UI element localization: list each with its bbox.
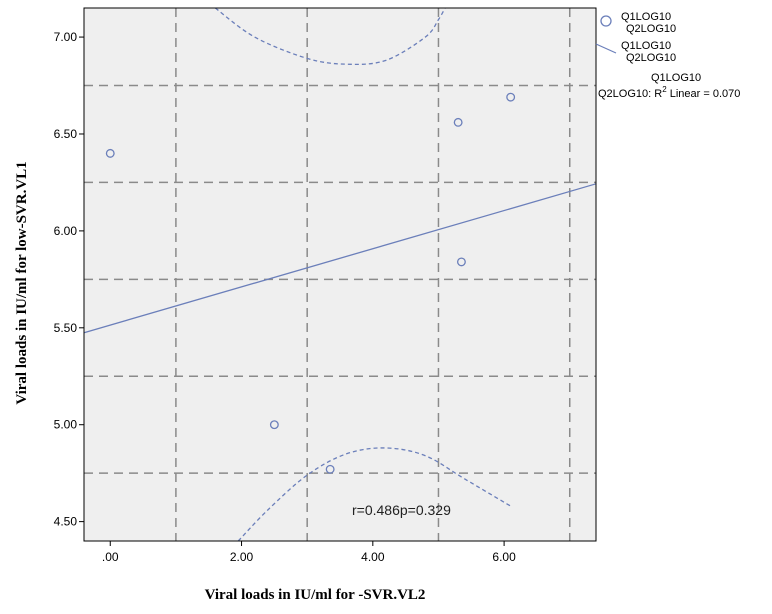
plot-frame — [83, 7, 597, 542]
legend-line-label-1: Q1LOG10 — [621, 40, 671, 52]
legend-line-marker — [595, 43, 617, 54]
data-point — [105, 148, 115, 158]
legend-scatter-marker — [600, 15, 612, 27]
data-point — [456, 257, 466, 267]
r2-prefix: Q2LOG10: R — [598, 88, 662, 100]
legend-scatter-label-2: Q2LOG10 — [626, 23, 676, 35]
x-tick-label: 6.00 — [492, 550, 516, 564]
regression-line — [83, 183, 597, 334]
y-tick-label: 5.50 — [54, 321, 78, 335]
y-tick-label: 5.00 — [54, 418, 78, 432]
x-tick-label: .00 — [102, 550, 119, 564]
y-tick-label: 4.50 — [54, 515, 78, 529]
legend-r2-label-2: Q2LOG10: R2 Linear = 0.070 — [598, 85, 740, 100]
y-axis-title: Viral loads in IU/ml for low-SVR.VL1 — [14, 161, 30, 404]
y-tick-label: 6.50 — [54, 127, 78, 141]
data-point — [506, 92, 516, 102]
y-tick-label: 6.00 — [54, 224, 78, 238]
x-axis-title: Viral loads in IU/ml for -SVR.VL2 — [205, 587, 426, 603]
r2-suffix: Linear = 0.070 — [667, 88, 741, 100]
confidence-bands — [214, 8, 511, 541]
legend-line-label-2: Q2LOG10 — [626, 52, 676, 64]
axes: 4.50 5.00 5.50 6.00 6.50 7.00 .00 2.00 4.00 6.00 — [54, 30, 516, 564]
data-points — [105, 92, 516, 474]
correlation-annotation: r=0.486p=0.329 — [352, 502, 451, 518]
lower-confidence-curve — [237, 447, 511, 541]
fit-line-group — [83, 183, 597, 334]
legend-scatter-label-1: Q1LOG10 — [621, 11, 671, 23]
data-point — [269, 420, 279, 430]
legend-r2-label-1: Q1LOG10 — [651, 72, 701, 84]
x-tick-label: 4.00 — [361, 550, 385, 564]
plot-area — [84, 8, 596, 541]
x-tick-label: 2.00 — [230, 550, 254, 564]
legend: Q1LOG10 Q2LOG10 Q1LOG10 Q2LOG10 Q1LOG10 … — [595, 11, 740, 100]
data-point — [325, 464, 335, 474]
gridlines — [84, 8, 596, 541]
r2-superscript: 2 — [662, 85, 667, 94]
data-point — [453, 117, 463, 127]
y-tick-label: 7.00 — [54, 30, 78, 44]
